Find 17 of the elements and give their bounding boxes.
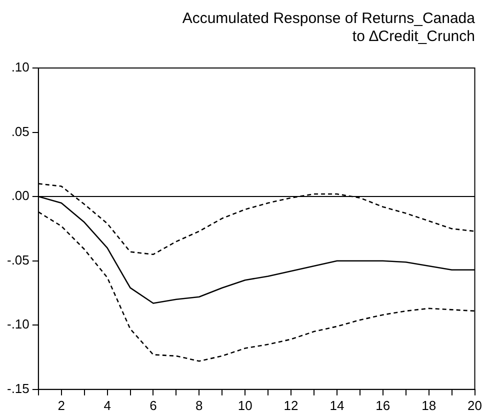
x-tick-label: 4 (104, 398, 111, 413)
x-tick-label: 8 (196, 398, 203, 413)
y-tick-label: -.15 (6, 380, 30, 396)
y-tick-label: .00 (11, 188, 30, 204)
x-tick-label: 14 (330, 398, 344, 413)
y-tick-label: .05 (11, 124, 30, 139)
x-tick-label: 18 (422, 398, 436, 413)
chart-title: Accumulated Response of Returns_Canada to ∆Credit_Crunch (182, 10, 476, 46)
x-tick-label: 6 (150, 398, 157, 413)
x-tick-label: 10 (238, 398, 252, 413)
y-tick-label: -.05 (6, 252, 30, 268)
x-tick-label: 16 (376, 398, 390, 413)
x-tick-label: 20 (468, 398, 482, 413)
x-tick-label: 12 (284, 398, 298, 413)
y-tick-label: .10 (11, 60, 30, 75)
x-tick-label: 2 (58, 398, 65, 413)
y-tick-label: -.10 (6, 316, 30, 332)
